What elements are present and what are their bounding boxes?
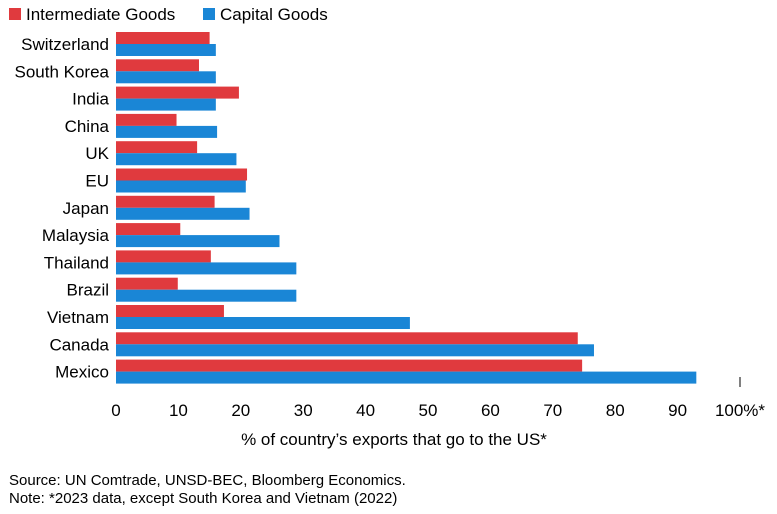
legend-swatch-1 [203, 8, 215, 20]
category-label-12: Mexico [55, 363, 109, 382]
bar-1-12 [116, 371, 697, 384]
x-tick-label-6: 60 [481, 401, 500, 420]
category-label-6: Japan [63, 199, 109, 218]
bar-0-7 [116, 223, 181, 236]
category-label-9: Brazil [66, 281, 109, 300]
category-label-7: Malaysia [42, 226, 110, 245]
x-tick-label-5: 50 [419, 401, 438, 420]
bar-1-4 [116, 153, 237, 166]
bar-1-3 [116, 125, 218, 138]
bar-1-8 [116, 262, 297, 275]
bar-1-9 [116, 289, 297, 302]
bar-1-6 [116, 207, 250, 220]
bar-0-10 [116, 305, 224, 317]
bar-1-2 [116, 98, 216, 111]
x-tick-label-9: 90 [668, 401, 687, 420]
category-label-8: Thailand [44, 253, 109, 272]
bar-1-5 [116, 180, 246, 193]
bar-0-3 [116, 113, 177, 126]
bar-0-11 [116, 332, 578, 345]
category-label-11: Canada [49, 335, 109, 354]
bar-0-1 [116, 59, 199, 72]
category-label-4: UK [85, 144, 109, 163]
x-tick-label-2: 20 [231, 401, 250, 420]
bar-0-2 [116, 86, 239, 99]
legend-label-1: Capital Goods [220, 5, 328, 24]
legend-swatch-0 [9, 8, 21, 20]
source-note: Source: UN Comtrade, UNSD-BEC, Bloomberg… [9, 472, 406, 489]
bar-1-0 [116, 44, 216, 56]
x-axis-ticks: 0 10 20 30 40 50 60 70 80 90 100%* [111, 377, 765, 420]
bar-0-0 [116, 32, 210, 44]
x-tick-label-10: 100%* [715, 401, 765, 420]
category-label-10: Vietnam [47, 308, 109, 327]
category-labels: Switzerland South Korea India China UK EU Japa… [14, 35, 109, 382]
x-tick-label-4: 40 [356, 401, 375, 420]
category-label-2: India [72, 90, 109, 109]
x-tick-label-8: 80 [606, 401, 625, 420]
bar-0-5 [116, 168, 248, 181]
x-tick-label-3: 30 [294, 401, 313, 420]
category-label-0: Switzerland [21, 35, 109, 54]
x-tick-label-7: 70 [543, 401, 562, 420]
bar-0-6 [116, 195, 215, 208]
bars-group [116, 32, 697, 384]
bar-1-11 [116, 344, 594, 357]
legend-label-0: Intermediate Goods [26, 5, 175, 24]
footnote: Note: *2023 data, except South Korea and… [9, 490, 398, 507]
bar-0-9 [116, 277, 178, 290]
category-label-3: China [65, 117, 110, 136]
bar-0-4 [116, 141, 198, 154]
bar-0-8 [116, 250, 211, 263]
legend: Intermediate Goods Capital Goods [9, 5, 328, 24]
bar-0-12 [116, 359, 583, 372]
bar-1-10 [116, 317, 410, 329]
x-tick-label-1: 10 [169, 401, 188, 420]
category-label-5: EU [85, 172, 109, 191]
x-axis-title: % of country’s exports that go to the US… [241, 430, 547, 449]
bar-1-1 [116, 71, 216, 84]
x-tick-label-0: 0 [111, 401, 120, 420]
category-label-1: South Korea [14, 62, 109, 81]
bar-1-7 [116, 235, 280, 248]
